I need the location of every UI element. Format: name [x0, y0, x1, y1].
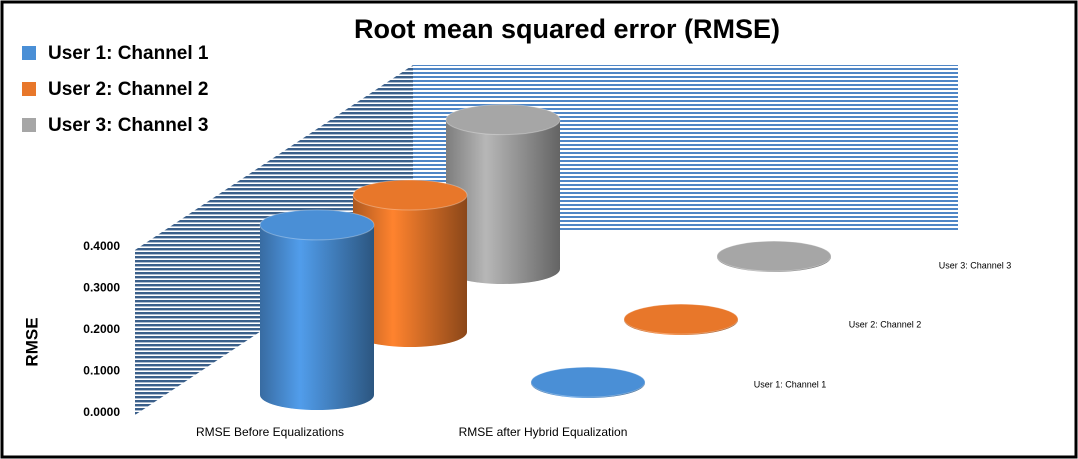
- cylinder: [623, 303, 739, 335]
- y-tick-label: 0.0000: [83, 405, 120, 419]
- cylinder-top: [259, 209, 375, 241]
- y-tick-label: 0.2000: [83, 322, 120, 336]
- depth-label: User 1: Channel 1: [754, 379, 827, 389]
- legend-swatch: [22, 82, 36, 96]
- cylinder-top: [623, 303, 739, 335]
- legend-swatch: [22, 46, 36, 60]
- legend-label: User 2: Channel 2: [48, 79, 209, 100]
- y-axis-title: RMSE: [22, 317, 41, 366]
- legend-label: User 3: Channel 3: [48, 115, 209, 136]
- cylinder-top: [352, 179, 468, 211]
- y-tick-label: 0.4000: [83, 239, 120, 253]
- x-tick-label: RMSE Before Equalizations: [196, 425, 344, 439]
- y-tick-label: 0.1000: [83, 364, 120, 378]
- cylinder-top: [445, 104, 561, 136]
- y-tick-label: 0.3000: [83, 281, 120, 295]
- legend-swatch: [22, 118, 36, 132]
- depth-label: User 2: Channel 2: [849, 319, 922, 329]
- depth-label: User 3: Channel 3: [939, 260, 1012, 270]
- cylinder: [259, 209, 375, 410]
- cylinder: [530, 366, 646, 398]
- x-tick-label: RMSE after Hybrid Equalization: [459, 425, 628, 439]
- cylinder: [716, 240, 832, 272]
- chart-title: Root mean squared error (RMSE): [354, 14, 780, 44]
- legend-label: User 1: Channel 1: [48, 43, 209, 64]
- cylinder-top: [716, 240, 832, 272]
- cylinder-top: [530, 366, 646, 398]
- cylinder-body: [260, 224, 374, 395]
